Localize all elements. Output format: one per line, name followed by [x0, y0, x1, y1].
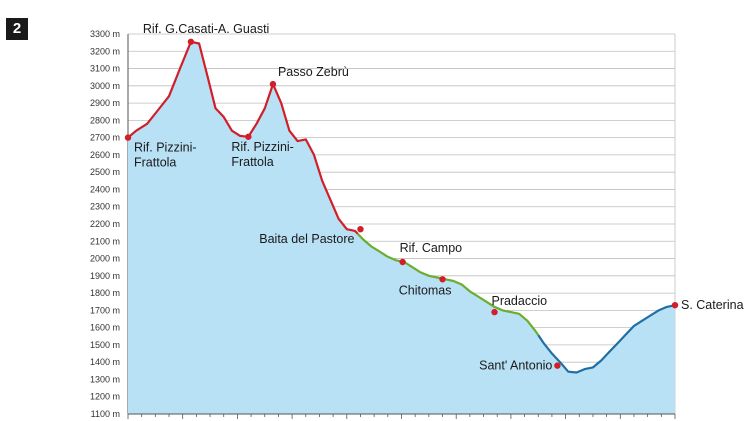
waypoint-dot — [399, 258, 406, 266]
waypoint-dot — [439, 276, 446, 283]
waypoint-dot — [357, 225, 364, 233]
waypoint-label: Baita del Pastore — [259, 232, 354, 246]
waypoint-label: Chitomas — [399, 283, 452, 297]
waypoint-label: Rif. Campo — [400, 241, 463, 255]
waypoint-markers — [124, 38, 679, 369]
y-tick-label: 1200 m — [90, 392, 120, 402]
y-tick-label: 1800 m — [90, 288, 120, 298]
waypoint-label: Passo Zebrù — [278, 65, 349, 79]
waypoint-dot — [554, 362, 561, 369]
x-axis-ticks — [127, 413, 676, 419]
waypoint-label: Sant' Antonio — [479, 359, 552, 373]
y-tick-label: 2600 m — [90, 150, 120, 160]
y-tick-label: 1400 m — [90, 357, 120, 367]
y-tick-label: 2100 m — [90, 236, 120, 246]
y-tick-label: 2000 m — [90, 254, 120, 264]
y-tick-label: 2700 m — [90, 133, 120, 143]
waypoint-dot — [491, 308, 498, 316]
y-tick-label: 2300 m — [90, 202, 120, 212]
waypoint-label: Rif. Pizzini-Frattola — [231, 140, 294, 169]
y-tick-label: 2400 m — [90, 184, 120, 194]
route-segments — [127, 40, 676, 374]
waypoint-dot — [671, 301, 679, 309]
y-tick-label: 3100 m — [90, 64, 120, 74]
y-tick-label: 3300 m — [90, 29, 120, 39]
y-tick-label: 1100 m — [91, 409, 120, 419]
waypoint-dot — [124, 134, 132, 141]
waypoint-label: Pradaccio — [491, 294, 547, 308]
y-tick-label: 1300 m — [90, 374, 120, 384]
y-tick-label: 3000 m — [90, 81, 120, 91]
profile-area — [128, 41, 675, 415]
red-segment — [127, 40, 359, 235]
waypoint-label: Rif. G.Casati-A. Guasti — [143, 22, 269, 36]
figure-number-badge: 2 — [6, 18, 28, 40]
y-tick-label: 1700 m — [90, 305, 120, 315]
waypoint-dot — [269, 80, 277, 88]
y-tick-label: 2800 m — [90, 115, 120, 125]
green-segment — [356, 233, 540, 336]
y-tick-label: 2900 m — [90, 98, 120, 108]
blue-segment — [537, 304, 676, 374]
waypoint-label: Rif. Pizzini-Frattola — [134, 141, 197, 170]
y-tick-label: 2500 m — [90, 167, 120, 177]
waypoint-dot — [187, 38, 195, 45]
waypoint-dot — [245, 133, 252, 140]
waypoint-labels: Rif. Pizzini-Frattola Rif. G.Casati-A. Gu… — [134, 22, 744, 373]
y-tick-label: 3200 m — [90, 46, 120, 56]
y-tick-label: 1900 m — [90, 271, 120, 281]
waypoint-label: S. Caterina — [681, 298, 744, 312]
y-tick-label: 2200 m — [90, 219, 120, 229]
y-tick-label: 1600 m — [90, 323, 120, 333]
y-tick-label: 1500 m — [90, 340, 120, 350]
